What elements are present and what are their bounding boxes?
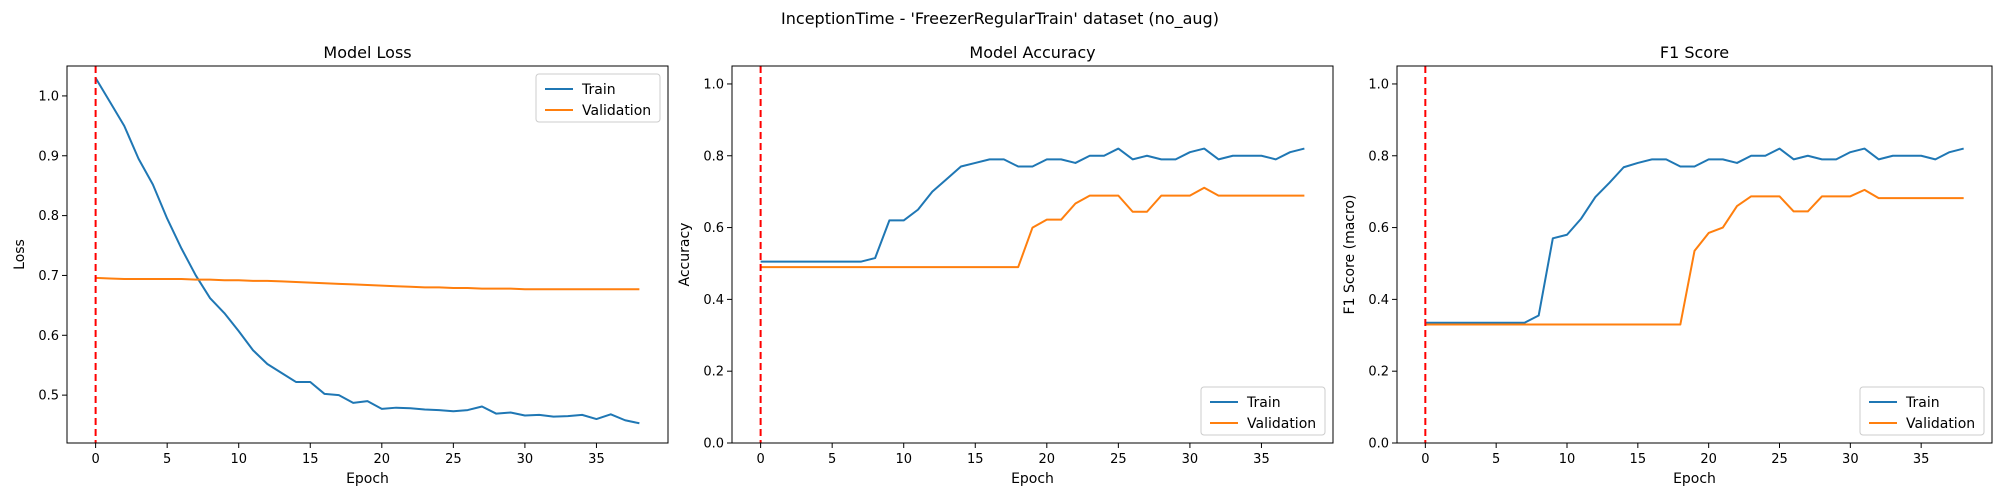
y-tick-label: 0.8 xyxy=(1368,149,1389,164)
legend-label: Validation xyxy=(1247,416,1316,432)
x-tick-label: 10 xyxy=(1559,452,1576,467)
legend-label: Validation xyxy=(1906,416,1975,432)
series-line-validation xyxy=(1425,188,1964,326)
y-tick-label: 0.5 xyxy=(38,389,59,404)
y-tick-label: 0.6 xyxy=(1368,221,1389,236)
y-tick-label: 0.6 xyxy=(38,329,59,344)
y-axis-label: Accuracy xyxy=(677,223,693,287)
x-tick-label: 10 xyxy=(230,452,247,467)
legend-label: Train xyxy=(1246,395,1281,411)
y-tick-label: 0.8 xyxy=(38,209,59,224)
legend-label: Train xyxy=(1905,395,1940,411)
y-axis-label: Loss xyxy=(12,239,28,270)
x-tick-label: 35 xyxy=(1253,452,1270,467)
y-tick-label: 0.4 xyxy=(1368,293,1389,308)
plot-frame xyxy=(1396,65,1993,444)
x-tick-label: 15 xyxy=(967,452,984,467)
x-tick-label: 25 xyxy=(1110,452,1127,467)
legend: Train Validation xyxy=(1200,386,1326,436)
x-tick-label: 35 xyxy=(588,452,605,467)
y-tick-label: 0.6 xyxy=(703,221,724,236)
series-line-train xyxy=(1425,147,1964,324)
x-tick-label: 0 xyxy=(91,452,99,467)
x-tick-label: 15 xyxy=(302,452,319,467)
panel-0: Model Loss Epoch Loss 0 5 10 15 20 25 30 35 0.5 0.6 0… xyxy=(12,43,669,487)
x-axis-label: Epoch xyxy=(346,471,389,487)
series-line-train xyxy=(94,77,640,425)
panel-title: F1 Score xyxy=(1660,43,1729,62)
series-line-validation xyxy=(95,276,640,291)
y-tick-label: 0.0 xyxy=(703,437,724,452)
x-axis-label: Epoch xyxy=(1011,471,1054,487)
y-tick-label: 0.2 xyxy=(1368,365,1389,380)
x-tick-label: 0 xyxy=(756,452,764,467)
x-tick-label: 30 xyxy=(1182,452,1199,467)
y-tick-label: 1.0 xyxy=(38,89,59,104)
panel-1: Model Accuracy Epoch Accuracy 0 5 10 15 20 25 30 3… xyxy=(677,43,1334,487)
x-tick-label: 0 xyxy=(1421,452,1429,467)
x-tick-label: 5 xyxy=(1492,452,1500,467)
figure-title: InceptionTime - 'FreezerRegularTrain' da… xyxy=(781,9,1219,29)
x-tick-label: 5 xyxy=(828,452,836,467)
x-tick-label: 30 xyxy=(1842,452,1859,467)
y-tick-label: 1.0 xyxy=(1368,77,1389,92)
panel-2: F1 Score Epoch F1 Score (macro) 0 5 10 15 20 25 3… xyxy=(1342,43,1993,487)
legend-label: Train xyxy=(581,82,616,98)
x-tick-label: 20 xyxy=(1700,452,1717,467)
y-tick-label: 0.2 xyxy=(703,365,724,380)
y-tick-label: 0.8 xyxy=(703,149,724,164)
x-tick-label: 35 xyxy=(1913,452,1930,467)
x-tick-label: 5 xyxy=(163,452,171,467)
series-line-validation xyxy=(760,186,1305,269)
x-tick-label: 20 xyxy=(374,452,391,467)
y-axis-label: F1 Score (macro) xyxy=(1342,195,1358,315)
legend: Train Validation xyxy=(1859,386,1985,436)
y-tick-label: 0.0 xyxy=(1368,437,1389,452)
x-tick-label: 30 xyxy=(517,452,534,467)
panel-title: Model Loss xyxy=(323,43,411,62)
panel-title: Model Accuracy xyxy=(969,43,1095,62)
plot-frame xyxy=(731,65,1334,444)
legend-label: Validation xyxy=(582,103,651,119)
panels: Model Loss Epoch Loss 0 5 10 15 20 25 30 35 0.5 0.6 0… xyxy=(12,43,1993,487)
x-tick-label: 15 xyxy=(1630,452,1647,467)
x-tick-label: 25 xyxy=(445,452,462,467)
legend: Train Validation xyxy=(535,73,661,123)
x-axis-label: Epoch xyxy=(1673,471,1716,487)
x-tick-label: 25 xyxy=(1771,452,1788,467)
x-tick-label: 20 xyxy=(1039,452,1056,467)
y-tick-label: 0.4 xyxy=(703,293,724,308)
y-tick-label: 0.9 xyxy=(38,149,59,164)
plot-frame xyxy=(66,65,669,444)
x-tick-label: 10 xyxy=(895,452,912,467)
series-line-train xyxy=(760,147,1305,263)
y-tick-label: 1.0 xyxy=(703,77,724,92)
y-tick-label: 0.7 xyxy=(38,269,59,284)
